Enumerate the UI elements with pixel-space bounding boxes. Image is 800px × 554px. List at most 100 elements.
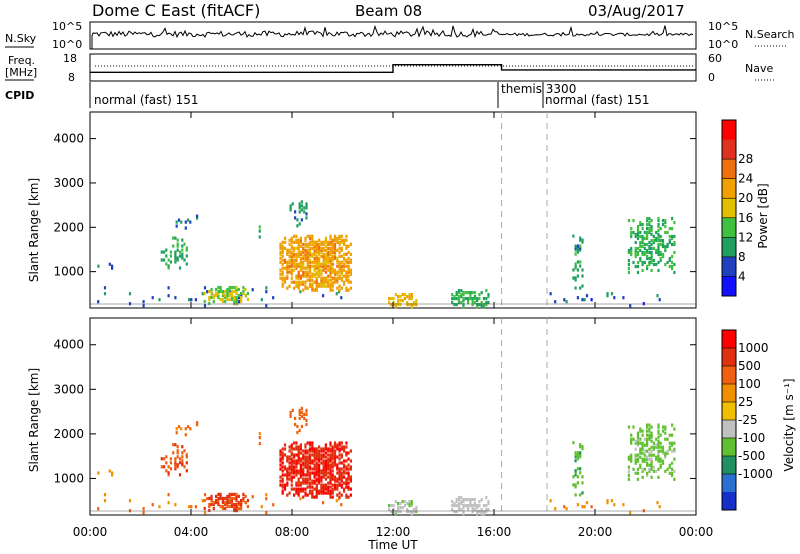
velocity-cbar-swatch <box>722 474 736 493</box>
velocity-cell <box>415 506 418 510</box>
velocity-cell <box>304 461 307 465</box>
velocity-cell <box>666 449 669 453</box>
velocity-cell <box>664 427 667 431</box>
velocity-cell <box>331 465 334 469</box>
power-cell <box>329 284 332 288</box>
velocity-cell <box>388 508 391 512</box>
velocity-cell <box>286 481 289 485</box>
power-cell <box>281 250 284 254</box>
velocity-cell <box>462 500 465 504</box>
power-cell <box>315 240 318 244</box>
power-cell <box>226 287 229 292</box>
power-cell <box>299 238 302 242</box>
velocity-cell <box>627 457 630 461</box>
power-cell <box>233 301 236 306</box>
velocity-cell <box>650 461 653 465</box>
power-cell <box>410 305 413 309</box>
power-cell <box>338 250 341 254</box>
power-cell <box>315 250 318 254</box>
velocity-cell <box>336 467 339 471</box>
power-cell <box>639 256 642 261</box>
velocity-cell <box>630 459 633 463</box>
velocity-cell <box>313 459 316 463</box>
power-cell <box>272 296 275 300</box>
velocity-cell <box>288 457 291 461</box>
velocity-cell <box>333 457 337 461</box>
velocity-cell <box>657 429 660 433</box>
velocity-cell <box>340 467 343 471</box>
velocity-cell <box>340 461 343 465</box>
power-cell <box>318 252 321 256</box>
power-cell <box>329 264 332 268</box>
velocity-cell <box>311 461 314 465</box>
power-cell <box>235 287 238 292</box>
velocity-cell <box>643 449 646 453</box>
power-cell <box>318 264 321 268</box>
velocity-cell <box>455 504 458 508</box>
power-cell <box>347 280 350 284</box>
power-cell <box>394 303 397 307</box>
power-cell <box>648 256 651 261</box>
velocity-cell <box>297 459 300 463</box>
velocity-cell <box>338 467 341 471</box>
velocity-cell <box>579 471 582 475</box>
freq-tick-bottom: 8 <box>68 71 75 84</box>
velocity-cell <box>636 437 640 441</box>
power-cell <box>336 276 339 280</box>
velocity-cell <box>336 483 339 487</box>
power-cell <box>208 295 211 300</box>
power-cell <box>230 291 234 296</box>
velocity-cell <box>630 457 633 461</box>
velocity-cell <box>487 500 490 504</box>
power-cell <box>671 266 674 271</box>
power-cell <box>97 300 100 304</box>
power-cell <box>349 286 352 290</box>
power-cell <box>666 230 669 235</box>
velocity-cell <box>283 453 287 457</box>
velocity-cell <box>318 473 321 477</box>
power-cell <box>415 301 418 305</box>
velocity-cell <box>288 491 291 495</box>
velocity-cell <box>643 459 646 463</box>
power-cell <box>299 244 302 248</box>
power-cell <box>174 252 177 256</box>
power-cell <box>457 297 461 301</box>
power-cell <box>388 297 391 301</box>
velocity-cell <box>397 502 400 506</box>
velocity-cell <box>345 459 348 463</box>
velocity-cell <box>331 477 334 481</box>
power-cell <box>288 242 291 246</box>
velocity-cell <box>329 459 332 463</box>
power-cell <box>196 214 199 218</box>
velocity-cell <box>283 447 287 451</box>
velocity-cell <box>648 469 651 473</box>
velocity-cell <box>165 469 168 473</box>
power-cell <box>476 299 479 303</box>
power-cell <box>327 284 330 288</box>
power-ytick-label: 2000 <box>53 220 84 234</box>
velocity-cell <box>208 502 211 507</box>
power-cell <box>178 266 182 270</box>
velocity-cell <box>304 463 307 467</box>
velocity-cell <box>345 485 348 489</box>
power-cell <box>286 276 289 280</box>
power-cell <box>343 282 346 286</box>
velocity-cell <box>311 479 314 483</box>
power-cell <box>297 254 300 258</box>
velocity-cell <box>636 471 640 475</box>
velocity-cell <box>311 491 314 495</box>
power-cell <box>652 240 655 245</box>
power-cell <box>585 294 589 298</box>
velocity-cell <box>306 481 309 485</box>
velocity-cell <box>345 441 348 445</box>
velocity-cell <box>336 477 339 481</box>
velocity-cell <box>324 451 327 455</box>
velocity-cell <box>320 457 323 461</box>
power-cell <box>228 291 231 296</box>
power-cell <box>467 297 470 301</box>
power-cell <box>476 303 479 307</box>
power-cell <box>646 254 649 259</box>
velocity-cell <box>324 443 327 447</box>
power-cell <box>630 230 633 235</box>
velocity-cell <box>298 428 301 433</box>
